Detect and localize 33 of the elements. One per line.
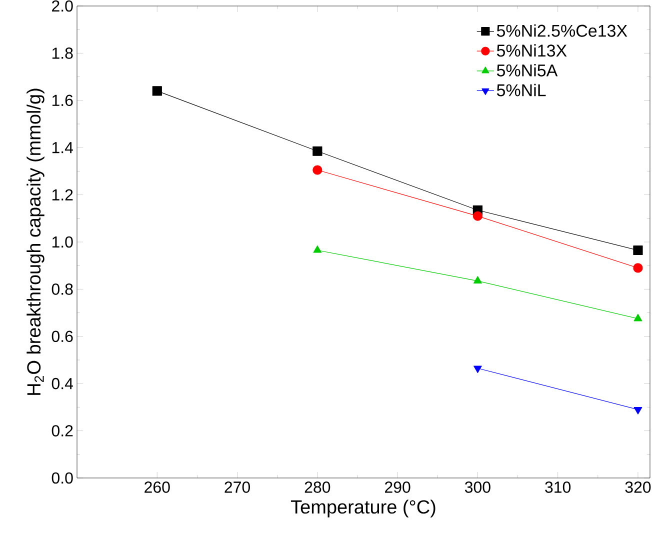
point <box>472 211 482 221</box>
legend-label: 5%Ni13X <box>496 44 567 57</box>
point <box>634 314 642 322</box>
y-tick-label: 0.8 <box>52 284 73 295</box>
y-tick-label: 2.0 <box>52 0 73 12</box>
point <box>312 146 322 156</box>
y-tick-label: 1.0 <box>52 236 73 248</box>
x-tick-label: 320 <box>625 482 651 493</box>
y-tick-label: 0.2 <box>52 425 73 436</box>
legend-label: 5%Ni2.5%Ce13X <box>496 24 628 37</box>
y-tick-label: 1.6 <box>52 94 73 106</box>
x-tick-label: 270 <box>224 482 250 493</box>
y-tick-label: 1.2 <box>52 189 73 200</box>
x-tick-label: 290 <box>385 482 410 493</box>
point <box>474 276 482 284</box>
y-axis-title: H$_{2}$O breakthrough capacity (mmol/g) <box>26 88 44 395</box>
y-tick-label: 0.6 <box>52 330 73 342</box>
legend-label: 5%NiL <box>496 84 546 96</box>
point <box>633 245 643 256</box>
x-axis-title: Temperature (°C) <box>290 500 436 518</box>
point <box>152 86 162 96</box>
point <box>633 263 643 273</box>
y-tick-label: 1.8 <box>52 48 73 59</box>
x-tick-label: 280 <box>304 482 330 493</box>
legend-label: 5%Ni5A <box>496 64 558 76</box>
y-tick-label: 1.4 <box>52 142 73 154</box>
y-tick-label: 0.0 <box>52 472 73 484</box>
x-tick-label: 300 <box>464 482 490 493</box>
x-tick-label: 310 <box>545 482 571 493</box>
point <box>313 245 322 253</box>
point <box>312 165 322 175</box>
y-tick-label: 0.4 <box>52 378 73 390</box>
x-tick-label: 260 <box>144 482 170 493</box>
